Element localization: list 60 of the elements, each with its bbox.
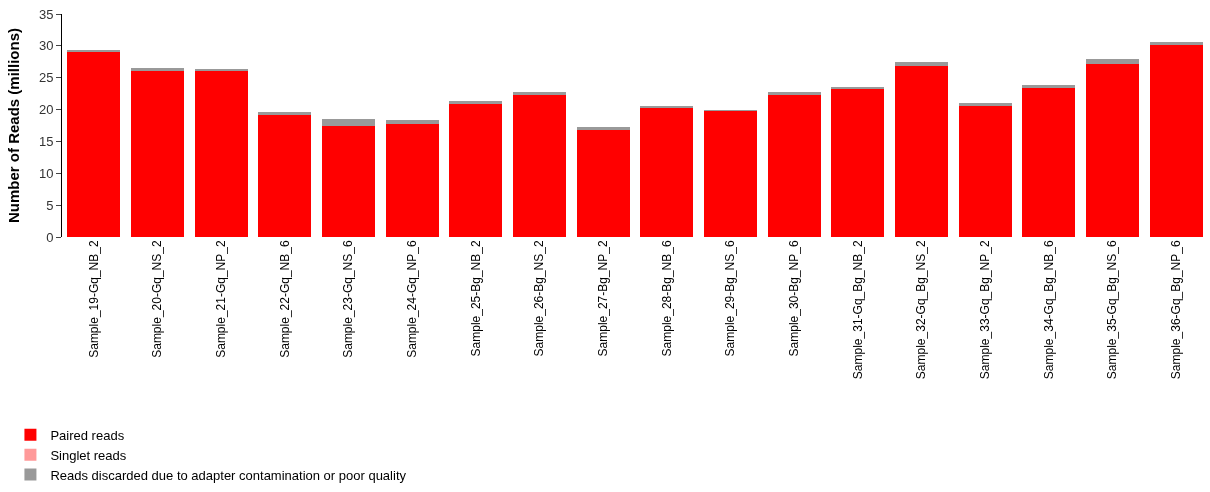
x-tick-label: Sample_27-Bg_NP_2: [596, 240, 611, 357]
bar: [1022, 85, 1076, 88]
bar: [322, 119, 375, 126]
bar: [576, 129, 630, 237]
bar: [1022, 87, 1076, 237]
x-tick-label: Sample_33-Gq_Bg_NP_2: [978, 240, 993, 380]
y-tick-label: 30: [38, 38, 54, 54]
bar: [1086, 58, 1139, 64]
bar: [513, 91, 566, 95]
y-tick-label: 20: [38, 102, 54, 118]
y-tick-label: 25: [38, 70, 54, 86]
x-tick-label: Sample_25-Bg_NB_2: [468, 240, 483, 357]
x-tick-label: Sample_24-Gq_NP_6: [405, 240, 420, 358]
y-tick-label: 15: [38, 133, 54, 149]
x-tick-label: Sample_36-Gq_Bg_NP_6: [1169, 240, 1184, 380]
bar: [1149, 42, 1203, 46]
x-tick-label: Sample_20-Gq_NS_2: [150, 240, 165, 358]
bar: [258, 114, 312, 237]
x-tick-label: Sample_26-Bg_NS_2: [532, 240, 547, 357]
bar: [385, 119, 439, 124]
x-tick-label: Sample_32-Gq_Bg_NS_2: [914, 240, 929, 380]
bar: [131, 68, 184, 71]
x-tick-label: Sample_34-Gq_Bg_NB_6: [1041, 240, 1056, 380]
bar: [831, 88, 885, 237]
bar: [704, 110, 757, 237]
legend-label: Paired reads: [50, 427, 125, 443]
bar: [576, 127, 630, 130]
bar: [449, 100, 503, 104]
x-tick-label: Sample_19-Gq_NB_2: [86, 240, 101, 358]
bar: [322, 125, 375, 237]
x-tick-label: Sample_30-Bg_NP_6: [787, 240, 802, 357]
bar: [640, 107, 694, 237]
bar: [513, 94, 566, 237]
bar: [258, 112, 312, 115]
bar: [958, 106, 1012, 237]
x-tick-label: Sample_31-Gq_Bg_NB_2: [850, 240, 865, 380]
bar: [1086, 63, 1139, 237]
y-tick-label: 0: [46, 229, 54, 245]
y-tick-label: 35: [38, 6, 54, 22]
bar: [385, 123, 439, 237]
y-tick-label: 10: [38, 165, 54, 181]
legend-label: Singlet reads: [50, 447, 127, 463]
bar: [767, 94, 821, 237]
x-tick-label: Sample_29-Bg_NS_6: [723, 240, 738, 357]
bar: [194, 71, 248, 237]
x-tick-label: Sample_28-Bg_NB_6: [659, 240, 674, 357]
bar: [131, 70, 184, 237]
bar: [767, 92, 821, 95]
bar: [895, 62, 948, 66]
bar: [1149, 45, 1203, 237]
x-tick-label: Sample_35-Gq_Bg_NS_6: [1105, 240, 1120, 380]
bar: [895, 65, 948, 237]
bar: [67, 52, 121, 237]
bar: [449, 103, 503, 237]
x-tick-label: Sample_23-Gq_NS_6: [341, 240, 356, 358]
legend-label: Reads discarded due to adapter contamination or poor quality: [50, 467, 407, 483]
y-tick-label: 5: [46, 197, 54, 213]
x-tick-label: Sample_22-Gq_NB_6: [277, 240, 292, 358]
x-tick-label: Sample_21-Gq_NP_2: [214, 240, 229, 358]
y-axis-title: Number of Reads (millions): [5, 27, 23, 224]
